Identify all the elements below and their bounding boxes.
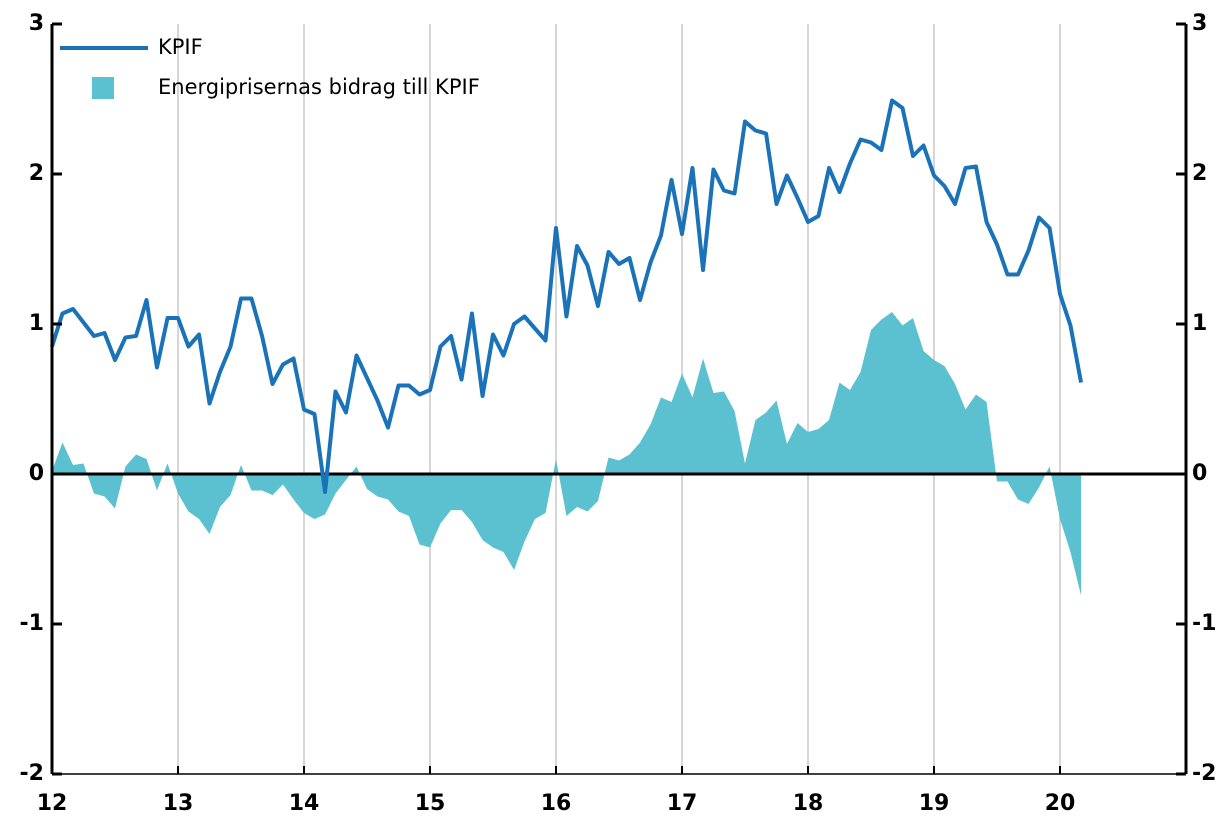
y2-tick-label: 3 — [1192, 11, 1207, 36]
y2-tick-label: -1 — [1192, 611, 1216, 636]
x-tick-label: 12 — [37, 791, 68, 816]
y-tick-label: 1 — [29, 311, 44, 336]
x-tick-label: 14 — [289, 791, 320, 816]
x-tick-label: 20 — [1045, 791, 1076, 816]
x-tick-label: 13 — [163, 791, 194, 816]
x-tick-label: 16 — [541, 791, 572, 816]
line — [50, 98, 1084, 494]
legend-swatch — [92, 77, 114, 99]
y-tick-label: -1 — [20, 611, 44, 636]
x-tick-label: 18 — [793, 791, 824, 816]
legend-label: KPIF — [158, 35, 203, 59]
y-tick-label: 3 — [29, 11, 44, 36]
y2-tick-label: -2 — [1192, 761, 1216, 786]
x-tick-label: 15 — [415, 791, 446, 816]
y-tick-label: 2 — [29, 161, 44, 186]
legend-label: Energiprisernas bidrag till KPIF — [158, 75, 480, 99]
y2-tick-label: 1 — [1192, 311, 1207, 336]
y2-tick-label: 0 — [1192, 461, 1207, 486]
x-tick-label: 19 — [919, 791, 950, 816]
x-tick-label: 17 — [667, 791, 698, 816]
y-tick-label: 0 — [29, 461, 44, 486]
area — [52, 312, 1082, 596]
y2-tick-label: 2 — [1192, 161, 1207, 186]
y-tick-label: -2 — [20, 761, 44, 786]
